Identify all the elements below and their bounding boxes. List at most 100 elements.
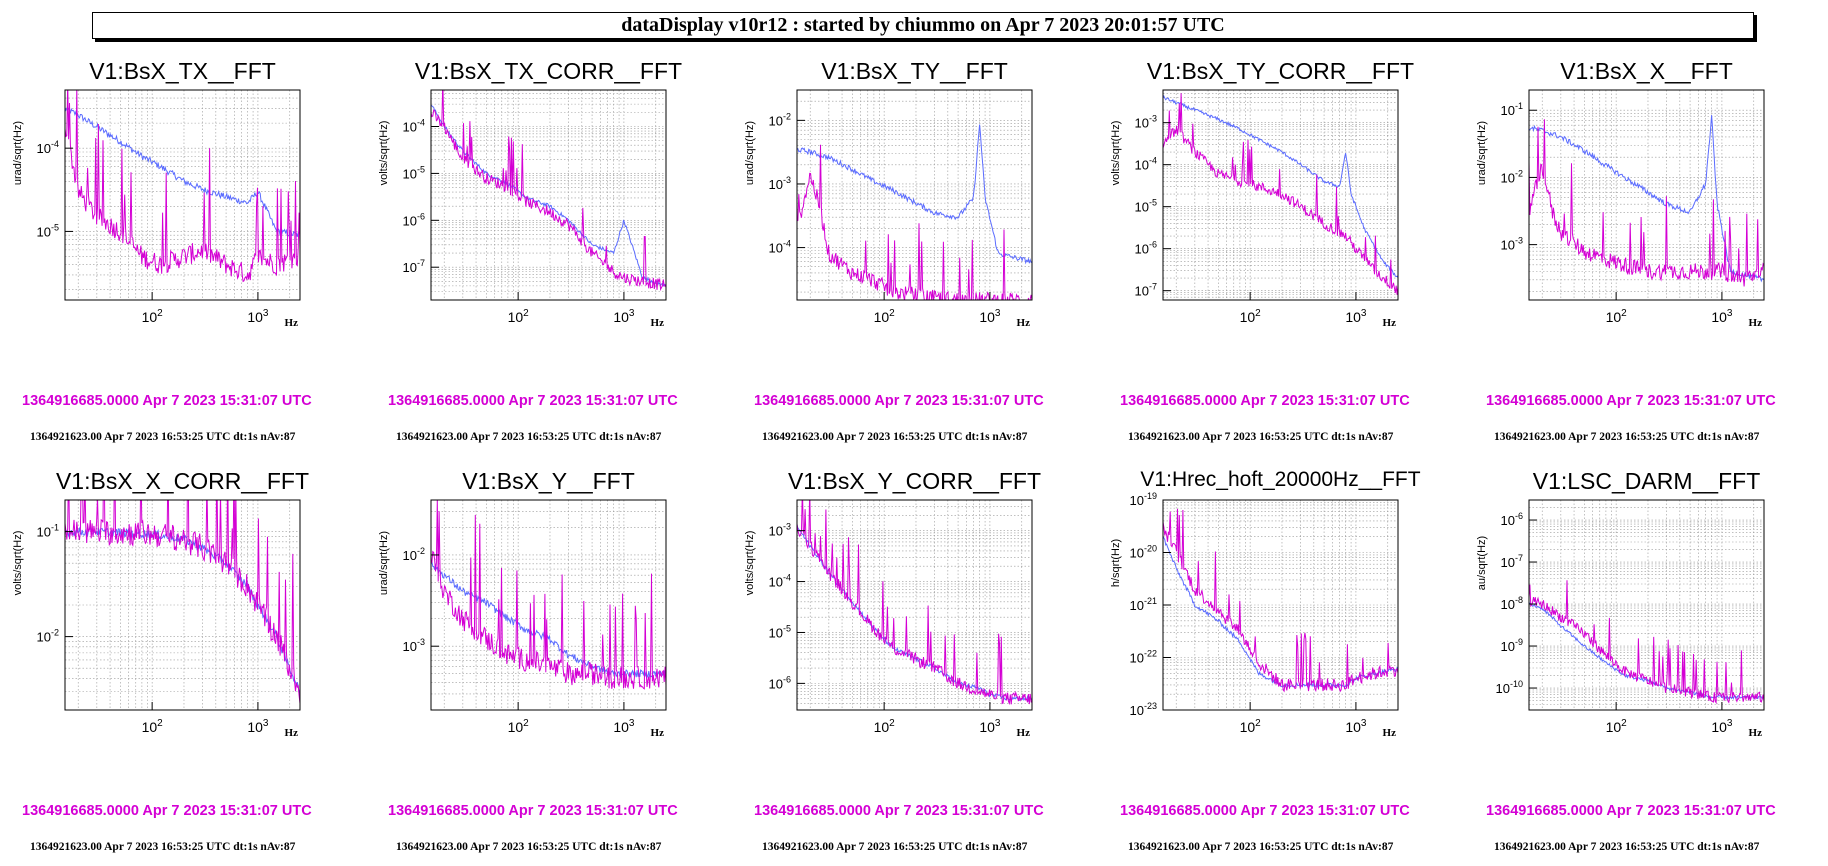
y-tick-label: 10-4 xyxy=(403,117,425,134)
series-group xyxy=(1529,580,1764,705)
x-tick-label: 103 xyxy=(247,718,269,735)
x-tick-label: 102 xyxy=(508,308,530,325)
acquisition-meta: 1364921623.00 Apr 7 2023 16:53:25 UTC dt… xyxy=(396,431,662,443)
y-tick-label: 10-3 xyxy=(769,522,791,539)
fft-panel: V1:BsX_TY__FFT 102 103 Hz 10-4 10-3 10-2 urad/s… xyxy=(732,0,1097,443)
reference-spectrum-line xyxy=(797,500,1032,706)
fft-plot: 102 103 Hz 10-6 10-5 10-4 10-3 volts/sqrt(Hz) xyxy=(744,499,1033,739)
series-group xyxy=(797,124,1032,300)
panel-title: V1:BsX_TY_CORR__FFT xyxy=(1146,58,1415,84)
grid xyxy=(1529,500,1764,710)
series-group xyxy=(1529,115,1764,287)
y-tick-label: 10-7 xyxy=(1501,553,1523,570)
acquisition-meta: 1364921623.00 Apr 7 2023 16:53:25 UTC dt… xyxy=(762,431,1028,443)
current-spectrum-line xyxy=(797,124,1032,265)
y-tick-label: 10-4 xyxy=(37,139,59,156)
y-tick-label: 10-20 xyxy=(1130,544,1157,561)
y-tick-label: 10-2 xyxy=(37,628,59,645)
grid xyxy=(65,90,300,300)
panel-title: V1:LSC_DARM__FFT xyxy=(1532,468,1761,494)
x-unit-label: Hz xyxy=(1749,727,1763,739)
grid xyxy=(431,90,666,300)
x-tick-label: 102 xyxy=(874,718,896,735)
fft-plot: 102 103 Hz 10-7 10-6 10-5 10-4 volts/sqrt(Hz) xyxy=(378,89,667,329)
y-tick-label: 10-7 xyxy=(403,258,425,275)
acquisition-meta: 1364921623.00 Apr 7 2023 16:53:25 UTC dt… xyxy=(1128,841,1394,853)
plot-frame xyxy=(430,499,667,711)
fft-plot: 102 103 Hz 10-3 10-2 10-1 urad/sqrt(Hz) xyxy=(1476,89,1765,329)
series-group xyxy=(65,500,300,704)
reference-start-time: 1364916685.0000 Apr 7 2023 15:31:07 UTC xyxy=(754,393,1044,409)
y-tick-label: 10-7 xyxy=(1135,282,1157,299)
y-tick-label: 10-6 xyxy=(769,674,791,691)
grid xyxy=(1163,90,1398,300)
fft-panel: V1:BsX_X_CORR__FFT 102 103 Hz 10-2 10-1 volts/… xyxy=(0,410,365,853)
plot-frame xyxy=(1162,89,1399,301)
y-tick-label: 10-6 xyxy=(403,211,425,228)
fft-plot: 102 103 Hz 10-2 10-1 volts/sqrt(Hz) xyxy=(12,499,301,739)
fft-panel: V1:BsX_Y__FFT 102 103 Hz 10-3 10-2 urad/sqrt(H… xyxy=(366,410,731,853)
fft-panel: V1:BsX_Y_CORR__FFT 102 103 Hz 10-6 10-5 10-4 10… xyxy=(732,410,1097,853)
y-axis-label: au/sqrt(Hz) xyxy=(1476,536,1488,590)
x-unit-label: Hz xyxy=(651,727,665,739)
x-tick-label: 103 xyxy=(1711,718,1733,735)
reference-spectrum-line xyxy=(65,500,300,704)
plot-frame xyxy=(796,499,1033,711)
current-spectrum-line xyxy=(1529,602,1764,701)
y-tick-label: 10-10 xyxy=(1496,679,1523,696)
x-unit-label: Hz xyxy=(285,727,299,739)
grid xyxy=(1529,90,1764,300)
grid xyxy=(797,90,1032,300)
x-tick-label: 103 xyxy=(1711,308,1733,325)
series-group xyxy=(431,500,666,690)
x-tick-label: 103 xyxy=(979,308,1001,325)
y-tick-label: 10-1 xyxy=(1501,101,1523,118)
x-tick-label: 103 xyxy=(1345,308,1367,325)
x-unit-label: Hz xyxy=(285,317,299,329)
y-tick-label: 10-3 xyxy=(1135,114,1157,131)
reference-start-time: 1364916685.0000 Apr 7 2023 15:31:07 UTC xyxy=(22,393,312,409)
grid xyxy=(1163,500,1398,710)
x-tick-label: 102 xyxy=(142,308,164,325)
panel-title: V1:BsX_Y_CORR__FFT xyxy=(787,468,1042,494)
x-unit-label: Hz xyxy=(651,317,665,329)
header-banner: dataDisplay v10r12 : started by chiummo … xyxy=(92,12,1754,39)
y-tick-label: 10-4 xyxy=(769,239,791,256)
y-tick-label: 10-4 xyxy=(769,573,791,590)
plot-frame xyxy=(430,89,667,301)
y-tick-label: 10-5 xyxy=(769,623,791,640)
reference-spectrum-line xyxy=(431,90,666,292)
current-spectrum-line xyxy=(65,526,300,694)
x-unit-label: Hz xyxy=(1749,317,1763,329)
acquisition-meta: 1364921623.00 Apr 7 2023 16:53:25 UTC dt… xyxy=(1494,841,1760,853)
current-spectrum-line xyxy=(65,105,300,237)
x-tick-label: 102 xyxy=(1240,308,1262,325)
y-tick-label: 10-2 xyxy=(403,546,425,563)
y-axis-label: urad/sqrt(Hz) xyxy=(744,121,756,185)
reference-start-time: 1364916685.0000 Apr 7 2023 15:31:07 UTC xyxy=(1120,803,1410,819)
x-tick-label: 103 xyxy=(613,308,635,325)
y-tick-label: 10-4 xyxy=(1135,156,1157,173)
y-tick-label: 10-19 xyxy=(1130,491,1157,508)
acquisition-meta: 1364921623.00 Apr 7 2023 16:53:25 UTC dt… xyxy=(1494,431,1760,443)
plot-frame xyxy=(1528,499,1765,711)
panel-title: V1:Hrec_hoft_20000Hz__FFT xyxy=(1140,468,1421,491)
fft-panel: V1:Hrec_hoft_20000Hz__FFT 102 103 Hz 10-23 10… xyxy=(1098,410,1463,853)
x-tick-label: 103 xyxy=(247,308,269,325)
fft-panel: V1:LSC_DARM__FFT 102 103 Hz 10-10 10-9 10-8 10-… xyxy=(1464,410,1828,853)
y-tick-label: 10-8 xyxy=(1501,595,1523,612)
x-unit-label: Hz xyxy=(1383,317,1397,329)
acquisition-meta: 1364921623.00 Apr 7 2023 16:53:25 UTC dt… xyxy=(396,841,662,853)
series-group xyxy=(1163,93,1398,295)
y-axis-label: h/sqrt(Hz) xyxy=(1110,539,1122,587)
x-tick-label: 103 xyxy=(613,718,635,735)
panel-title: V1:BsX_X_CORR__FFT xyxy=(55,468,310,494)
header-title: dataDisplay v10r12 : started by chiummo … xyxy=(621,14,1225,36)
reference-spectrum-line xyxy=(1529,119,1764,287)
y-tick-label: 10-2 xyxy=(1501,168,1523,185)
reference-start-time: 1364916685.0000 Apr 7 2023 15:31:07 UTC xyxy=(22,803,312,819)
panel-title: V1:BsX_X__FFT xyxy=(1560,58,1733,84)
plot-frame xyxy=(796,89,1033,301)
y-axis-label: volts/sqrt(Hz) xyxy=(12,531,24,596)
y-axis-label: urad/sqrt(Hz) xyxy=(378,531,390,595)
